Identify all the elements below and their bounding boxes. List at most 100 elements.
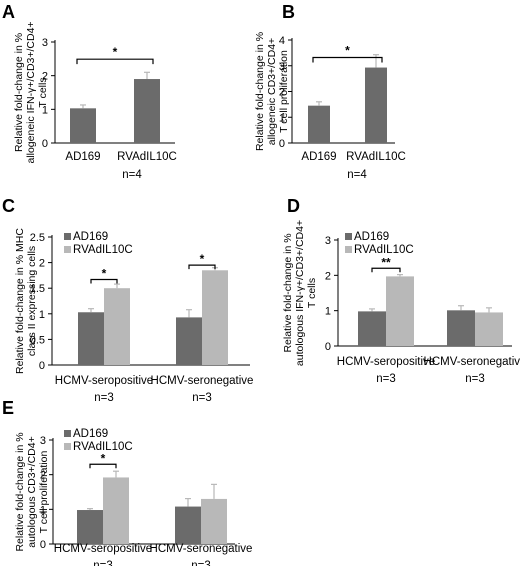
y-tick-label: 0 xyxy=(39,360,45,372)
significance-marker: * xyxy=(101,451,106,465)
bar-ad169-0 xyxy=(77,510,103,544)
bar-rvadil10c xyxy=(365,67,387,143)
legend-swatch xyxy=(345,233,352,240)
y-tick-label: 3 xyxy=(42,37,48,49)
y-tick-label: 1 xyxy=(40,504,46,516)
x-category-label: HCMV-seronegative xyxy=(150,543,253,555)
bar-ad169-1 xyxy=(176,317,202,365)
bar-ad169 xyxy=(308,105,330,143)
significance-bracket xyxy=(371,267,401,273)
sample-size-label: n=4 xyxy=(122,169,142,181)
y-axis-label: Relative fold-change in % MHCclass II ex… xyxy=(14,228,38,374)
y-tick-label: 3 xyxy=(279,61,285,73)
bar-ad169 xyxy=(70,108,96,143)
legend-swatch xyxy=(64,430,71,437)
bar-rvadil10c-1 xyxy=(475,312,503,346)
sample-size-label: n=3 xyxy=(93,560,113,566)
y-axis-label: Relative fold-change in %autologous CD3+… xyxy=(14,432,50,551)
panel-d: D 0 1 2 3 Relative fold-change in %autologous… xyxy=(282,196,520,385)
y-tick-label: 0 xyxy=(42,138,48,150)
x-category-label: HCMV-seronegative xyxy=(151,375,254,387)
significance-marker: * xyxy=(200,252,205,266)
bar-ad169-1 xyxy=(175,506,201,544)
y-axis-label-line: autologous CD3+/CD4+ xyxy=(26,436,38,548)
legend-label: RVAdIL10C xyxy=(73,244,133,256)
sample-size-label: n=3 xyxy=(192,392,212,404)
legend-label: AD169 xyxy=(73,428,108,440)
x-category-label: AD169 xyxy=(65,151,100,163)
legend-swatch xyxy=(64,443,71,450)
panel-letter: C xyxy=(2,196,15,216)
y-axis-label-line: T cells xyxy=(306,278,318,308)
y-axis-label-line: class II expressing cells xyxy=(26,246,38,356)
y-tick-label: 3 xyxy=(40,435,46,447)
y-axis-label-line: Relative fold-change in % xyxy=(254,32,266,151)
y-tick-label: 1.5 xyxy=(30,283,45,295)
significance-marker: ** xyxy=(381,255,391,269)
y-axis-label-line: allogeneic CD3+/CD4+ xyxy=(266,38,278,145)
legend-label: RVAdIL10C xyxy=(73,441,133,453)
y-tick-label: 1 xyxy=(325,306,331,318)
bar-ad169-0 xyxy=(78,312,104,365)
y-axis-label-line: Relative fold-change in % MHC xyxy=(14,228,26,374)
y-axis-label-line: T cells xyxy=(37,77,49,107)
significance-bracket xyxy=(89,463,117,469)
y-tick-label: 0 xyxy=(325,341,331,353)
y-axis-label-line: T cell proliferation xyxy=(278,50,290,133)
y-axis-label: Relative fold-change in %allogeneic CD3+… xyxy=(254,32,290,151)
panel-letter: A xyxy=(2,2,15,22)
significance-marker: * xyxy=(345,44,350,58)
x-category-label: AD169 xyxy=(301,151,336,163)
y-axis-label-line: Relative fold-change in % xyxy=(282,233,294,352)
y-tick-label: 1 xyxy=(42,104,48,116)
y-axis-label: Relative fold-change in %allogeneic IFN-… xyxy=(13,21,49,163)
x-category-label: HCMV-seropositive xyxy=(54,543,152,555)
legend-swatch xyxy=(345,246,352,253)
panel-letter: D xyxy=(287,196,300,216)
y-tick-label: 0 xyxy=(40,539,46,551)
x-category-label: HCMV-seropositive xyxy=(337,356,435,368)
significance-bracket xyxy=(312,56,383,63)
y-tick-label: 2 xyxy=(40,470,46,482)
y-tick-label: 2.5 xyxy=(30,232,45,244)
x-category-label: HCMV-seropositive xyxy=(55,375,153,387)
bar-ad169-1 xyxy=(447,310,475,346)
y-tick-label: 2 xyxy=(279,87,285,99)
y-tick-label: 3 xyxy=(325,235,331,247)
y-tick-label: 0.5 xyxy=(30,334,45,346)
sample-size-label: n=4 xyxy=(347,169,367,181)
significance-marker: * xyxy=(113,45,118,59)
x-category-label: RVAdIL10C xyxy=(117,151,177,163)
y-tick-label: 4 xyxy=(279,35,285,47)
y-axis-label-line: autologous IFN-γ+/CD3+/CD4+ xyxy=(294,220,306,366)
bar-rvadil10c xyxy=(134,79,160,143)
y-axis-label-line: Relative fold-change in % xyxy=(13,33,25,152)
sample-size-label: n=3 xyxy=(465,373,485,385)
bar-rvadil10c-0 xyxy=(104,288,130,365)
legend-label: AD169 xyxy=(354,231,389,243)
panel-letter: E xyxy=(2,398,14,418)
significance-marker: * xyxy=(102,266,107,280)
bar-ad169-0 xyxy=(358,311,386,346)
bar-rvadil10c-0 xyxy=(386,276,414,346)
y-axis-label-line: allogeneic IFN-γ+/CD3+/CD4+ xyxy=(25,21,37,163)
y-tick-label: 2 xyxy=(39,258,45,270)
sample-size-label: n=3 xyxy=(94,392,114,404)
significance-bracket xyxy=(76,58,154,65)
bar-rvadil10c-0 xyxy=(103,477,129,544)
significance-bracket xyxy=(188,264,216,270)
x-category-label: HCMV-seronegative xyxy=(424,356,520,368)
bar-rvadil10c-1 xyxy=(201,498,227,544)
panel-letter: B xyxy=(282,2,295,22)
y-tick-label: 0 xyxy=(279,138,285,150)
legend-label: AD169 xyxy=(73,231,108,243)
significance-bracket xyxy=(90,278,118,284)
x-category-label: RVAdIL10C xyxy=(346,151,406,163)
y-tick-label: 2 xyxy=(325,270,331,282)
y-axis-label-line: Relative fold-change in % xyxy=(14,432,26,551)
